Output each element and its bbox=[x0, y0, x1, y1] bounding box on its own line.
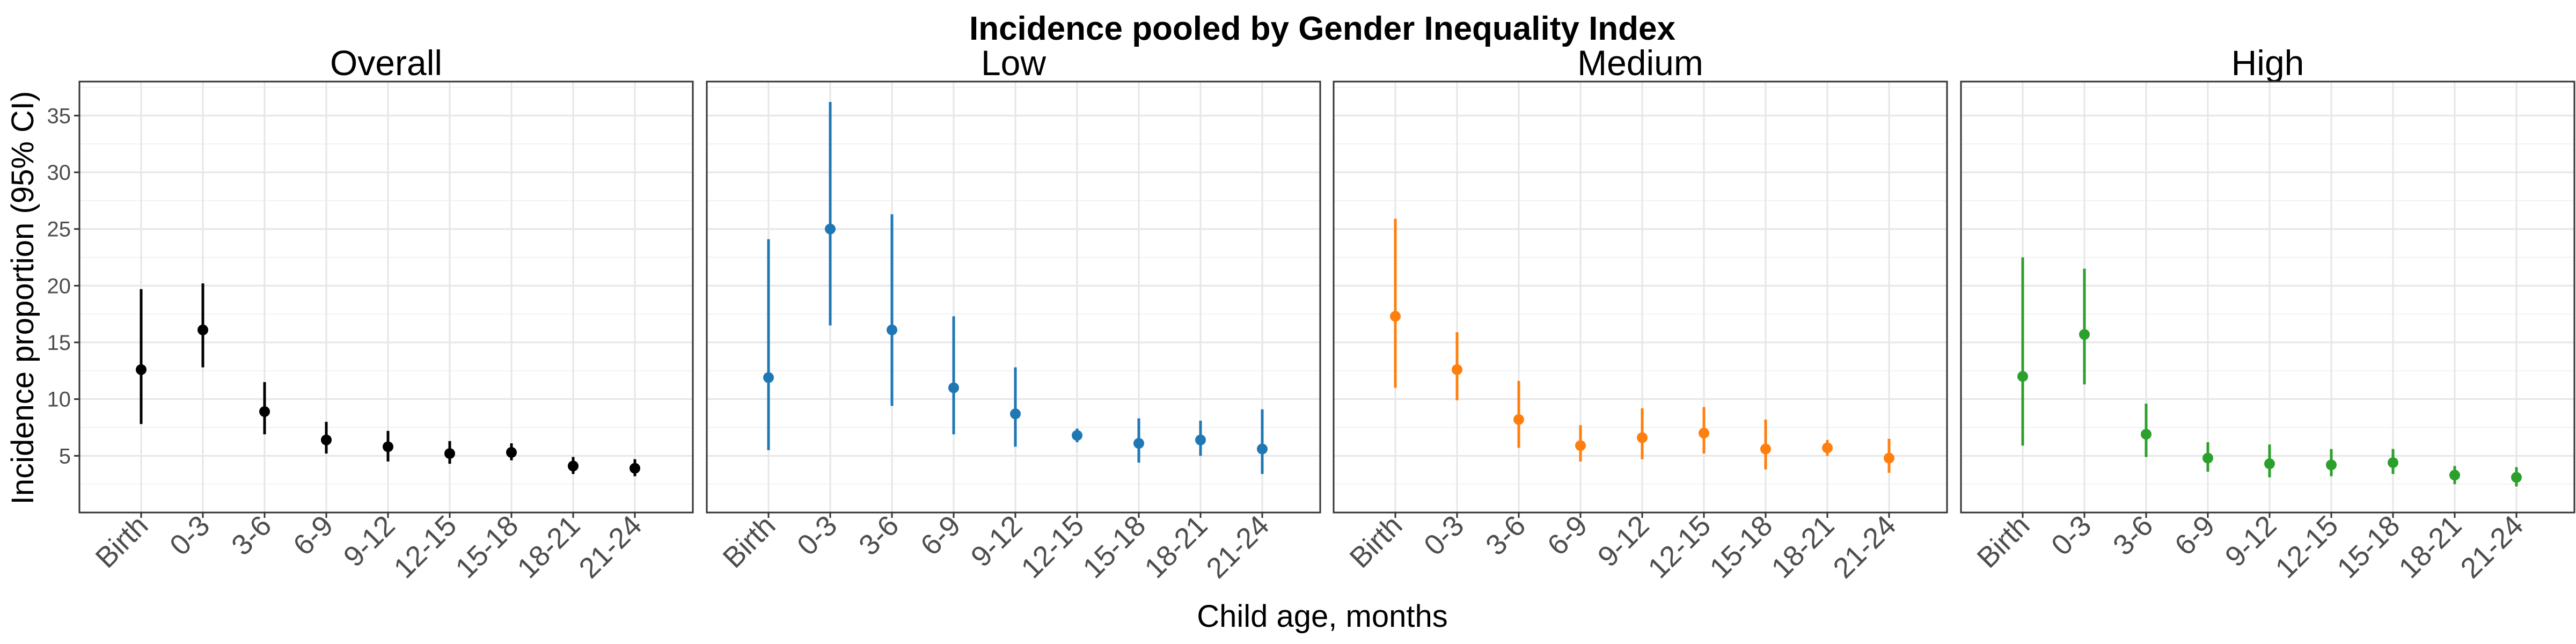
x-tick-label: 0-3 bbox=[791, 509, 844, 562]
x-tick-label: 21-24 bbox=[1200, 509, 1275, 584]
x-tick-label: 15-18 bbox=[2331, 509, 2406, 584]
panel-border bbox=[78, 80, 694, 514]
point-estimate bbox=[383, 441, 393, 452]
y-tick-label: 15 bbox=[47, 331, 71, 355]
point-estimate bbox=[2264, 458, 2275, 470]
point-estimate bbox=[2202, 452, 2213, 464]
point-estimate bbox=[1760, 443, 1771, 455]
panel-title: Overall bbox=[330, 43, 442, 83]
point-estimate bbox=[568, 460, 579, 472]
point-estimate bbox=[1133, 438, 1144, 449]
x-tick-label: 15-18 bbox=[449, 509, 524, 584]
panel-title: High bbox=[2231, 43, 2304, 83]
y-tick-label: 30 bbox=[47, 161, 71, 185]
point-estimate bbox=[2511, 472, 2522, 483]
point-estimate bbox=[630, 463, 640, 474]
point-estimate bbox=[825, 223, 836, 235]
point-estimate bbox=[2326, 459, 2337, 471]
x-tick-label: 12-15 bbox=[387, 509, 463, 584]
x-tick-label: 3-6 bbox=[1480, 509, 1532, 562]
x-tick-label: 15-18 bbox=[1077, 509, 1152, 584]
x-tick-label: 6-9 bbox=[2169, 509, 2221, 562]
x-tick-label: Birth bbox=[717, 509, 782, 574]
point-estimate bbox=[259, 406, 270, 417]
x-tick-label: 18-21 bbox=[1138, 509, 1213, 584]
panel-title: Medium bbox=[1577, 43, 1703, 83]
panel-border bbox=[1960, 80, 2575, 514]
point-estimate bbox=[444, 448, 455, 459]
point-estimate bbox=[1699, 428, 1709, 439]
point-estimate bbox=[506, 447, 517, 458]
point-estimate bbox=[1195, 434, 1206, 445]
y-axis-title: Incidence proportion (95% CI) bbox=[5, 91, 40, 505]
x-tick-label: 18-21 bbox=[2392, 509, 2468, 584]
point-estimate bbox=[1513, 414, 1524, 425]
panel-border bbox=[706, 80, 1321, 514]
point-estimate bbox=[2449, 470, 2460, 481]
point-estimate bbox=[2017, 371, 2028, 382]
panel-border bbox=[1333, 80, 1948, 514]
y-tick-label: 25 bbox=[47, 218, 71, 241]
point-estimate bbox=[763, 372, 774, 383]
x-tick-label: 18-21 bbox=[1765, 509, 1840, 584]
point-estimate bbox=[1822, 442, 1833, 453]
x-tick-label: 12-15 bbox=[1642, 509, 1717, 584]
point-estimate bbox=[1257, 443, 1268, 455]
x-tick-label: 3-6 bbox=[2107, 509, 2160, 562]
point-estimate bbox=[321, 434, 332, 445]
x-tick-label: 6-9 bbox=[1541, 509, 1594, 562]
x-tick-label: Birth bbox=[1971, 509, 2036, 574]
x-tick-label: 21-24 bbox=[573, 509, 648, 584]
point-estimate bbox=[1637, 432, 1648, 443]
point-estimate bbox=[1884, 452, 1894, 464]
point-estimate bbox=[1452, 364, 1462, 375]
chart-title: Incidence pooled by Gender Inequality In… bbox=[969, 10, 1676, 47]
x-tick-label: Birth bbox=[1344, 509, 1409, 574]
panel-title: Low bbox=[981, 43, 1046, 83]
point-estimate bbox=[887, 324, 897, 335]
point-estimate bbox=[1010, 408, 1021, 420]
x-tick-label: 21-24 bbox=[2454, 509, 2529, 584]
x-tick-label: 0-3 bbox=[2045, 509, 2098, 562]
point-estimate bbox=[136, 364, 147, 375]
x-tick-label: 0-3 bbox=[1418, 509, 1470, 562]
point-estimate bbox=[948, 382, 959, 393]
x-tick-label: 6-9 bbox=[914, 509, 967, 562]
point-estimate bbox=[197, 324, 208, 335]
point-estimate bbox=[1072, 430, 1082, 441]
x-tick-label: 0-3 bbox=[164, 509, 216, 562]
y-tick-label: 35 bbox=[47, 104, 71, 128]
x-axis-title: Child age, months bbox=[1197, 599, 1447, 634]
x-tick-label: 21-24 bbox=[1827, 509, 1902, 584]
point-estimate bbox=[2388, 457, 2398, 469]
x-tick-label: 18-21 bbox=[511, 509, 586, 584]
y-tick-label: 5 bbox=[59, 444, 71, 468]
x-tick-label: 3-6 bbox=[225, 509, 278, 562]
x-tick-label: 3-6 bbox=[853, 509, 905, 562]
x-tick-label: 6-9 bbox=[287, 509, 340, 562]
x-tick-label: 12-15 bbox=[1015, 509, 1090, 584]
point-estimate bbox=[2079, 329, 2090, 340]
point-estimate bbox=[1575, 440, 1586, 451]
point-estimate bbox=[2141, 429, 2151, 440]
x-tick-label: 15-18 bbox=[1703, 509, 1779, 584]
y-tick-label: 20 bbox=[47, 274, 71, 298]
point-estimate bbox=[1390, 311, 1401, 322]
y-tick-label: 10 bbox=[47, 388, 71, 412]
x-tick-label: 12-15 bbox=[2269, 509, 2344, 584]
x-tick-label: Birth bbox=[90, 509, 155, 574]
